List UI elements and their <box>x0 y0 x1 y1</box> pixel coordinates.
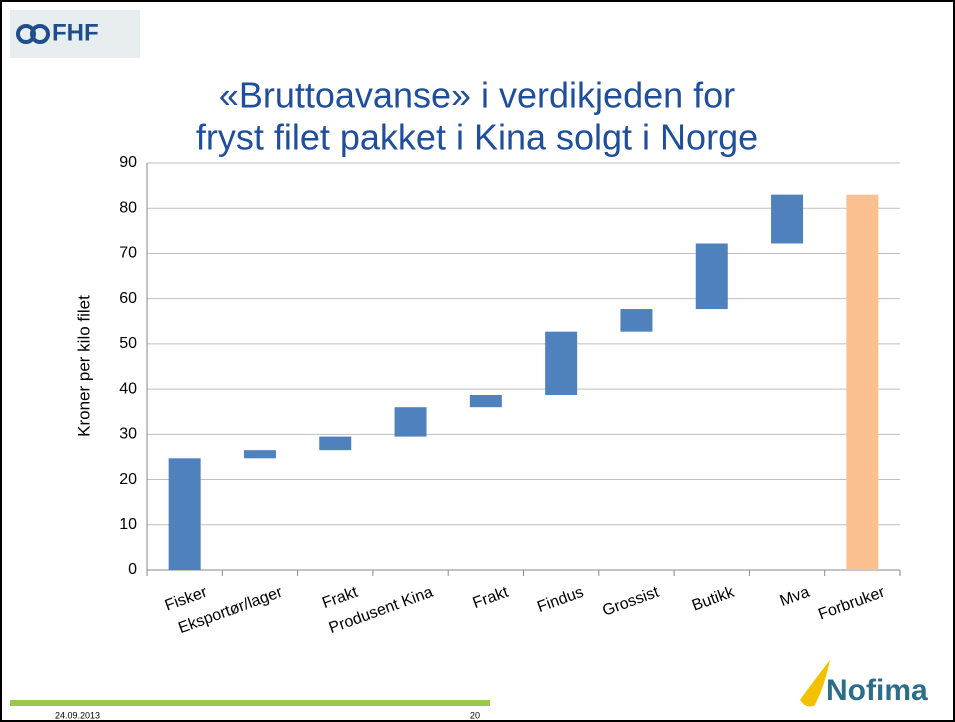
bar <box>168 458 201 570</box>
y-tick-label: 0 <box>128 561 137 578</box>
y-tick-label: 50 <box>119 335 137 352</box>
bar <box>620 309 653 332</box>
bar <box>394 407 427 437</box>
y-tick-label: 90 <box>119 154 137 171</box>
chart-subtitle: fryst filet pakket i Kina solgt i Norge <box>196 117 758 158</box>
bar <box>469 394 502 408</box>
y-tick-label: 40 <box>119 380 137 397</box>
chart-title: «Bruttoavanse» i verdikjeden for <box>219 75 735 116</box>
bar <box>319 436 352 451</box>
y-tick-label: 70 <box>119 245 137 262</box>
footer-page: 20 <box>470 710 480 720</box>
footer-bar <box>10 700 490 706</box>
logo-text: FHF <box>52 19 99 46</box>
bar <box>545 331 578 395</box>
brand-text: Nofima <box>826 674 928 707</box>
bar <box>846 194 879 570</box>
y-tick-label: 60 <box>119 290 137 307</box>
y-tick-label: 20 <box>119 471 137 488</box>
y-tick-label: 10 <box>119 516 137 533</box>
bar <box>695 243 728 310</box>
bar <box>771 194 804 244</box>
logo-mark <box>16 24 51 44</box>
bar <box>243 450 276 459</box>
brand-mark <box>800 660 830 707</box>
y-tick-label: 30 <box>119 426 137 443</box>
y-axis-label: Kroner per kilo filet <box>74 295 93 437</box>
footer-date: 24.09.2013 <box>55 710 100 720</box>
y-tick-label: 80 <box>119 199 137 216</box>
